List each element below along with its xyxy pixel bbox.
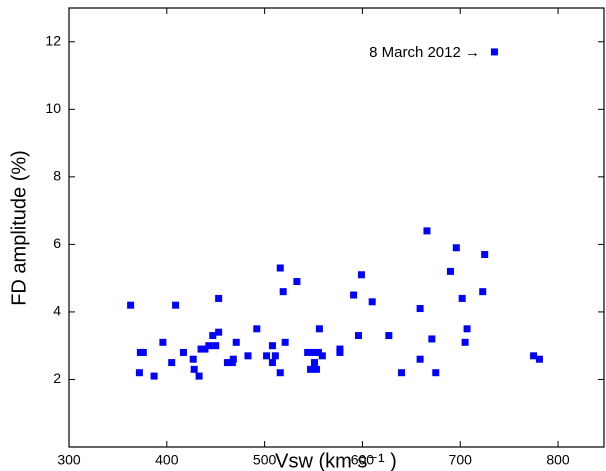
point — [205, 342, 213, 350]
point — [179, 348, 187, 356]
point — [253, 325, 261, 333]
point — [201, 345, 209, 353]
point — [368, 298, 376, 306]
point — [350, 291, 358, 299]
point — [490, 48, 498, 56]
point — [212, 342, 220, 350]
point — [215, 294, 223, 302]
point — [244, 352, 252, 360]
point — [416, 355, 424, 363]
point — [293, 278, 301, 286]
point — [263, 352, 271, 360]
point — [432, 369, 440, 377]
point — [307, 365, 315, 373]
point — [135, 369, 143, 377]
point — [314, 348, 322, 356]
point — [481, 251, 489, 259]
x-tick-label: 600 — [351, 452, 375, 468]
point — [197, 345, 205, 353]
y-tick-label: 10 — [45, 100, 61, 116]
point — [159, 338, 167, 346]
point — [428, 335, 436, 343]
point — [416, 305, 424, 313]
point — [336, 348, 344, 356]
point — [312, 365, 320, 373]
point — [304, 348, 312, 356]
point — [463, 325, 471, 333]
y-tick-label: 2 — [53, 370, 61, 386]
point — [461, 338, 469, 346]
point — [315, 325, 323, 333]
point — [530, 352, 538, 360]
x-tick-label: 500 — [253, 452, 277, 468]
point — [279, 288, 287, 296]
x-tick-label: 700 — [449, 452, 473, 468]
point — [127, 301, 135, 309]
point — [209, 332, 217, 340]
point — [223, 359, 231, 367]
point — [385, 332, 393, 340]
y-tick-label: 12 — [45, 32, 61, 48]
point — [195, 372, 203, 380]
x-tick-label: 400 — [155, 452, 179, 468]
point — [268, 359, 276, 367]
point — [189, 355, 197, 363]
point — [398, 369, 406, 377]
y-axis-title: FD amplitude (%) — [8, 150, 30, 306]
annotation: 8 March 2012 → — [369, 44, 480, 61]
x-tick-label: 800 — [546, 452, 570, 468]
plot-frame — [68, 7, 605, 448]
point — [232, 338, 240, 346]
point — [172, 301, 180, 309]
point — [268, 342, 276, 350]
point — [229, 355, 237, 363]
point — [310, 359, 318, 367]
y-tick-label: 6 — [53, 235, 61, 251]
x-tick-label: 300 — [57, 452, 81, 468]
point — [446, 267, 454, 275]
point — [276, 369, 284, 377]
point — [423, 227, 431, 235]
point — [479, 288, 487, 296]
point — [281, 338, 289, 346]
point — [458, 294, 466, 302]
point — [310, 348, 318, 356]
point — [318, 352, 326, 360]
point — [357, 271, 365, 279]
point — [168, 359, 176, 367]
point — [452, 244, 460, 252]
point — [355, 332, 363, 340]
point — [276, 264, 284, 272]
point — [535, 355, 543, 363]
y-tick-label: 8 — [53, 168, 61, 184]
point — [139, 348, 147, 356]
point — [150, 372, 158, 380]
y-tick-label: 4 — [53, 303, 61, 319]
point — [190, 365, 198, 373]
point — [215, 328, 223, 336]
x-axis-title: Vsw (km s⁻¹ ) — [275, 450, 397, 471]
point — [271, 352, 279, 360]
